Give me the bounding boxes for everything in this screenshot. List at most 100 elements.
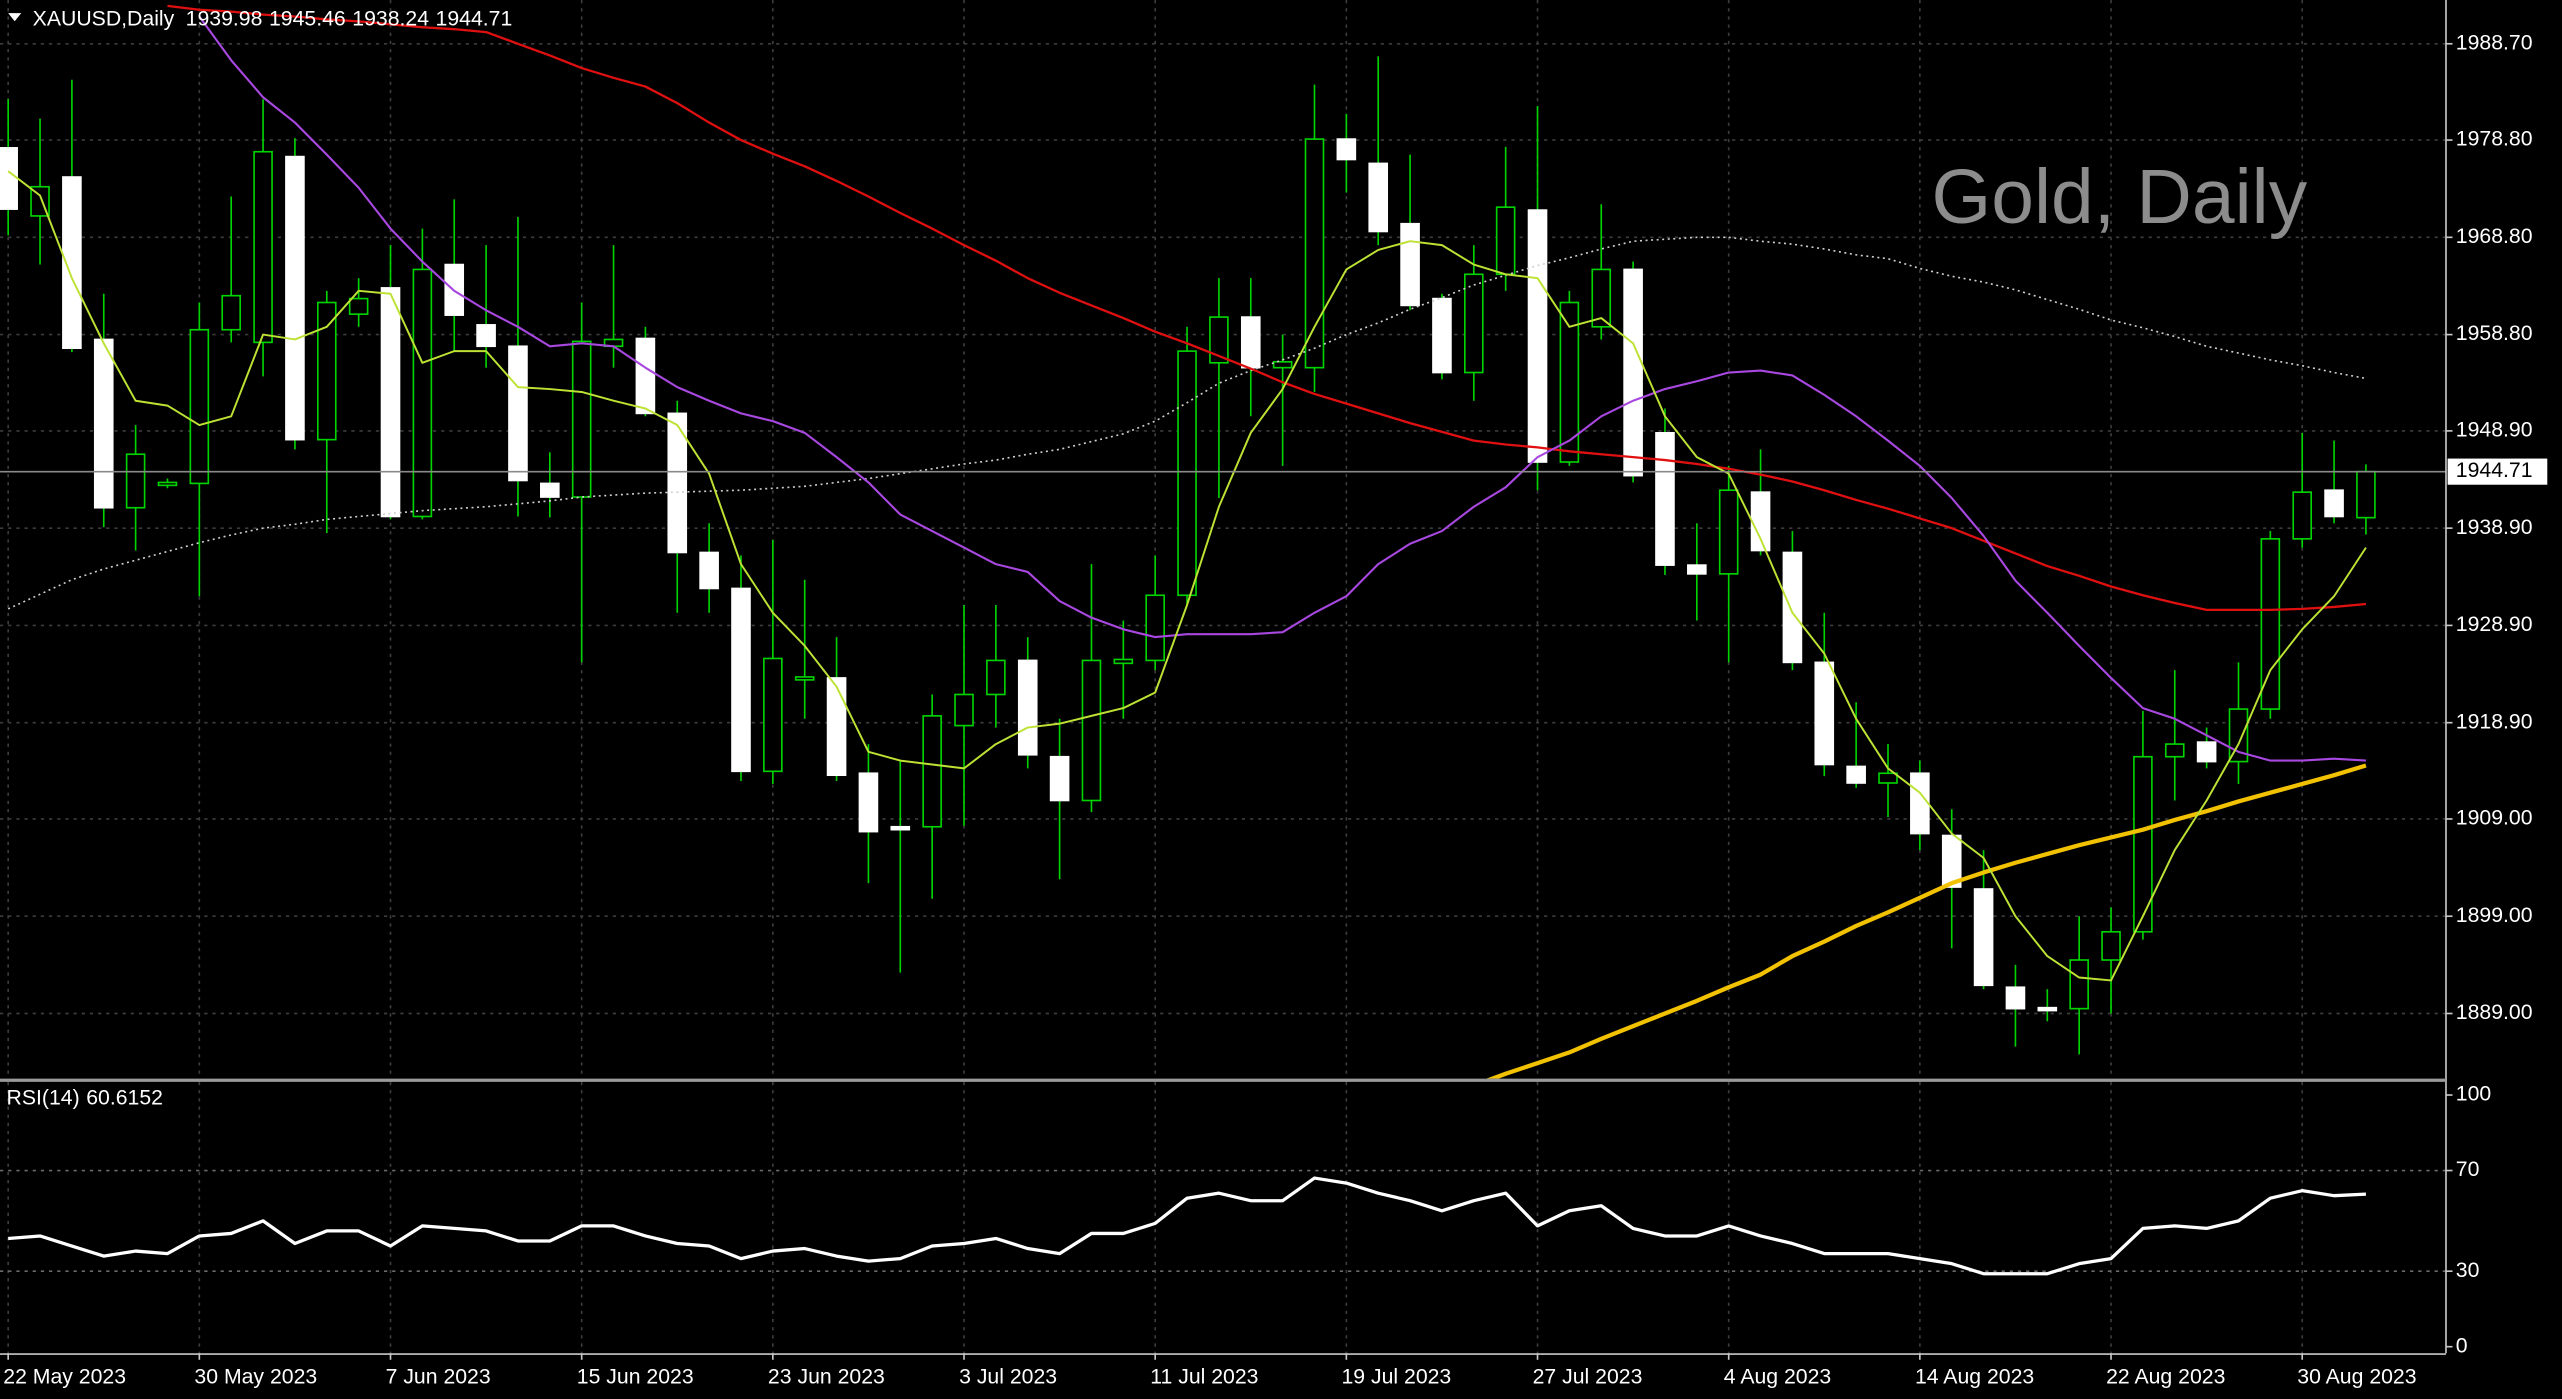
moving-average bbox=[167, 4, 2367, 612]
current-price-box bbox=[2447, 458, 2548, 485]
candle-body bbox=[1910, 772, 1930, 835]
candle-body bbox=[125, 453, 146, 509]
open-value: 1939.98 bbox=[186, 6, 263, 30]
y-tick-label: 1928.90 bbox=[2456, 612, 2533, 636]
candle-body bbox=[922, 715, 942, 828]
candle-body bbox=[1400, 222, 1420, 307]
candle-body bbox=[221, 294, 242, 331]
candle-body bbox=[1750, 491, 1771, 552]
candle-body bbox=[1718, 489, 1739, 575]
candle-body bbox=[348, 297, 369, 315]
x-tick-label: 22 Aug 2023 bbox=[2106, 1364, 2225, 1388]
candle-body bbox=[1113, 658, 1134, 665]
candle-body bbox=[1049, 755, 1070, 802]
candle-body bbox=[1973, 888, 1994, 987]
candle-body bbox=[157, 481, 178, 487]
candle-body bbox=[1495, 206, 1516, 276]
candle-body bbox=[1368, 162, 1389, 233]
candle-body bbox=[986, 659, 1006, 696]
x-tick-label: 27 Jul 2023 bbox=[1533, 1364, 1643, 1388]
x-tick-label: 11 Jul 2023 bbox=[1150, 1364, 1258, 1388]
candle-body bbox=[1209, 316, 1229, 364]
candle-body bbox=[2069, 959, 2089, 1010]
candle-body bbox=[1655, 432, 1675, 566]
rsi-pane bbox=[8, 1176, 2367, 1276]
candle-body bbox=[2260, 538, 2281, 710]
y-tick-label: 1909.00 bbox=[2456, 806, 2533, 830]
rsi-line bbox=[8, 1176, 2367, 1276]
candle-body bbox=[380, 287, 401, 518]
y-tick-label: 1948.90 bbox=[2456, 417, 2533, 441]
candle-body bbox=[2196, 741, 2217, 763]
candle-body bbox=[2133, 755, 2153, 933]
x-tick-label: 3 Jul 2023 bbox=[959, 1364, 1057, 1388]
x-tick-label: 15 Jun 2023 bbox=[577, 1364, 694, 1388]
chart-header: XAUUSD,Daily 1939.98 1945.46 1938.24 1944.71 bbox=[33, 6, 513, 30]
x-tick-label: 23 Jun 2023 bbox=[768, 1364, 885, 1388]
candle-body bbox=[1559, 301, 1580, 463]
candle-body bbox=[2356, 470, 2376, 519]
candle-body bbox=[1272, 361, 1293, 369]
y-tick-label: 1958.80 bbox=[2456, 321, 2533, 345]
moving-average bbox=[7, 170, 2367, 982]
candle-body bbox=[826, 677, 847, 777]
candle-body bbox=[1878, 772, 1898, 784]
price-pane bbox=[0, 4, 2446, 1079]
y-tick-label: 1918.90 bbox=[2456, 709, 2533, 733]
candle-body bbox=[890, 825, 911, 831]
candle-body bbox=[2005, 986, 2026, 1010]
y-tick-label: 1899.00 bbox=[2456, 903, 2533, 927]
candle-body bbox=[1464, 273, 1484, 374]
candle-body bbox=[1623, 268, 1643, 477]
candle-body bbox=[1527, 209, 1548, 463]
x-tick-label: 22 May 2023 bbox=[3, 1364, 126, 1388]
candle-body bbox=[2324, 489, 2344, 518]
y-tick-label: 1988.70 bbox=[2456, 30, 2533, 54]
candle-body bbox=[508, 345, 528, 482]
y-tick-label: 1889.00 bbox=[2456, 1000, 2533, 1024]
x-tick-label: 14 Aug 2023 bbox=[1915, 1364, 2034, 1388]
candle-body bbox=[2292, 491, 2313, 540]
candle-body bbox=[412, 268, 433, 518]
candle-body bbox=[476, 324, 496, 348]
y-tick-label: 70 bbox=[2456, 1157, 2480, 1181]
axes: 1889.00 1899.00 1909.00 1918.90 1928.90 1938.… bbox=[3, 30, 2548, 1388]
current-price-label: 1944.71 bbox=[2456, 458, 2533, 482]
candle-body bbox=[1177, 350, 1197, 597]
candle-body bbox=[1814, 661, 1835, 766]
candle-body bbox=[2164, 743, 2185, 758]
rsi-header: RSI(14) 60.6152 bbox=[7, 1085, 163, 1109]
plot-area bbox=[0, 4, 2446, 1276]
moving-average bbox=[198, 15, 2366, 762]
y-tick-label: 1978.80 bbox=[2456, 127, 2533, 151]
low-value: 1938.24 bbox=[352, 6, 429, 30]
candle-body bbox=[858, 772, 879, 833]
candle-body bbox=[954, 693, 974, 727]
candle-body bbox=[1591, 268, 1612, 328]
candle-body bbox=[1687, 564, 1707, 575]
y-tick-label: 100 bbox=[2456, 1082, 2491, 1106]
candle-body bbox=[2101, 930, 2121, 961]
rsi-value: 60.6152 bbox=[86, 1085, 163, 1109]
candle-body bbox=[571, 340, 592, 498]
candle-body bbox=[1081, 659, 1102, 802]
candle-body bbox=[1941, 834, 1962, 888]
x-tick-label: 19 Jul 2023 bbox=[1341, 1364, 1451, 1388]
symbol: XAUUSD,Daily bbox=[33, 6, 175, 30]
x-tick-label: 7 Jun 2023 bbox=[386, 1364, 491, 1388]
candle-body bbox=[285, 155, 305, 441]
close-value: 1944.71 bbox=[436, 6, 513, 30]
candle-body bbox=[763, 657, 783, 773]
candle-body bbox=[1846, 765, 1866, 784]
watermark: Gold, Daily bbox=[1932, 154, 2308, 240]
collapse-icon[interactable] bbox=[8, 13, 22, 22]
x-tick-label: 4 Aug 2023 bbox=[1724, 1364, 1831, 1388]
candle-body bbox=[731, 587, 751, 773]
y-tick-label: 1938.90 bbox=[2456, 515, 2533, 539]
y-tick-label: 1968.80 bbox=[2456, 224, 2533, 248]
candle-body bbox=[1782, 551, 1803, 664]
candle-body bbox=[189, 328, 210, 485]
candle-body bbox=[93, 338, 114, 509]
